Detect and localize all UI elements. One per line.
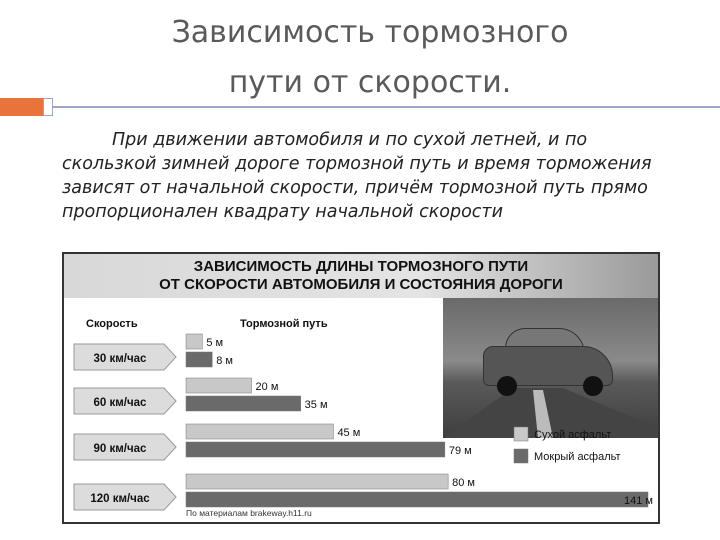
- bar-value-label: 80 м: [452, 477, 475, 489]
- bar-value-label: 35 м: [305, 399, 328, 411]
- bar-dry-4: [185, 473, 449, 490]
- bar-value-label: 141 м: [624, 495, 653, 507]
- title-divider: [44, 106, 720, 108]
- bar-value-label: 20 м: [256, 381, 279, 393]
- speed-category-label: 120 км/час: [90, 493, 150, 505]
- chart-title-line-1: ЗАВИСИМОСТЬ ДЛИНЫ ТОРМОЗНОГО ПУТИ: [193, 258, 529, 275]
- chart-figure: ЗАВИСИМОСТЬ ДЛИНЫ ТОРМОЗНОГО ПУТИ ОТ СКО…: [62, 252, 660, 524]
- chart-title: ЗАВИСИМОСТЬ ДЛИНЫ ТОРМОЗНОГО ПУТИ ОТ СКО…: [64, 254, 658, 298]
- chart-title-line-2: ОТ СКОРОСТИ АВТОМОБИЛЯ И СОСТОЯНИЯ ДОРОГ…: [159, 276, 563, 293]
- bar-value-label: 8 м: [216, 355, 233, 367]
- bar-value-label: 45 м: [337, 427, 360, 439]
- divider-marker: [43, 98, 53, 116]
- speed-category-label: 60 км/час: [94, 397, 148, 409]
- bar-value-label: 5 м: [206, 337, 223, 349]
- slide-title-line-1: Зависимость тормозного: [171, 15, 569, 50]
- bar-dry-3: [185, 423, 334, 440]
- bar-value-label: 79 м: [449, 445, 472, 457]
- legend-swatch-1: [513, 426, 529, 442]
- slide-title: Зависимость тормозного пути от скорости.: [60, 8, 680, 108]
- bar-wet-4: [185, 491, 649, 508]
- bar-wet-2: [185, 395, 301, 412]
- accent-block: [0, 98, 43, 116]
- bar-wet-3: [185, 441, 446, 458]
- category-header: Скорость: [86, 318, 138, 330]
- chart-source: По материалам brakeway.h11.ru: [186, 508, 312, 518]
- car-wheel-front: [497, 376, 517, 396]
- speed-label-arrow: [73, 343, 177, 371]
- bar-wet-1: [185, 351, 213, 368]
- bar-dry-1: [185, 333, 203, 350]
- car-wheel-rear: [583, 376, 603, 396]
- car-photo: [443, 298, 658, 438]
- value-header: Тормозной путь: [240, 318, 328, 330]
- speed-label-arrow: [73, 433, 177, 461]
- speed-label-arrow: [73, 387, 177, 415]
- slide-title-line-2: пути от скорости.: [228, 65, 512, 100]
- speed-label-arrow: [73, 483, 177, 511]
- bar-dry-2: [185, 377, 252, 394]
- legend-swatch-2: [513, 448, 529, 464]
- speed-category-label: 30 км/час: [94, 353, 148, 365]
- legend-label: Мокрый асфальт: [534, 451, 621, 463]
- speed-category-label: 90 км/час: [94, 443, 148, 455]
- road-image: [443, 388, 658, 438]
- braking-distance-chart: Скорость Тормозной путь 30 км/час 5 м 8 м 60 …: [73, 318, 653, 518]
- body-paragraph: При движении автомобиля и по сухой летне…: [62, 130, 652, 222]
- legend-label: Сухой асфальт: [534, 429, 611, 441]
